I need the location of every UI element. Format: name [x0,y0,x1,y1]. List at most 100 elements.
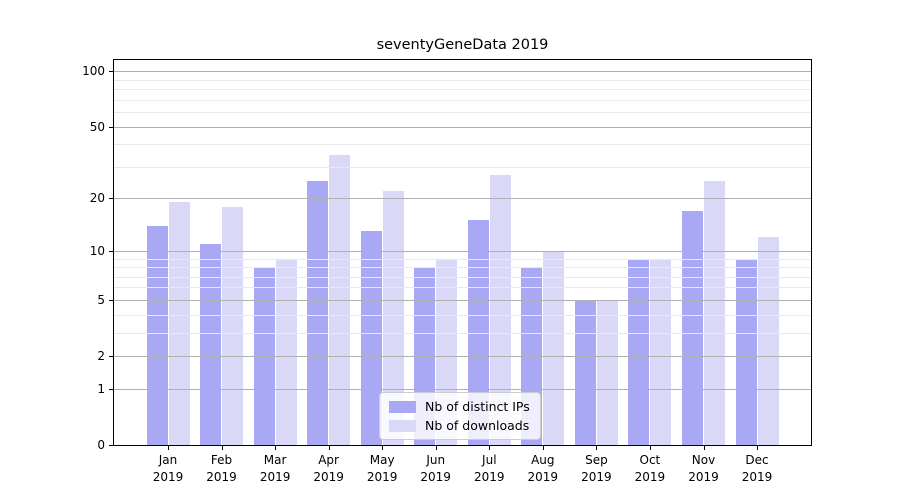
x-tick-label: Sep 2019 [564,452,628,485]
x-tick-month: Dec [745,453,769,467]
minor-gridline [114,112,811,114]
y-tick-label: 20 [89,191,105,206]
major-gridline [114,356,811,357]
x-tick-month: Sep [585,453,608,467]
y-tick-mark [109,445,113,446]
x-tick-month: Jan [158,453,178,467]
legend-swatch-downloads [389,419,416,432]
x-tick-label: Nov 2019 [672,452,736,485]
x-tick-mark [489,446,491,450]
minor-gridline [114,276,811,278]
y-tick-label: 2 [97,349,105,363]
y-tick-mark [109,299,113,301]
legend: Nb of distinct IPs Nb of downloads [379,392,541,440]
major-gridline [114,250,811,252]
bar-downloads [382,191,404,445]
y-tick-mark [109,356,113,357]
bar-downloads [650,258,672,445]
y-tick-mark [109,126,113,128]
bar-distinct-ips [574,299,596,445]
minor-gridline [114,332,811,334]
plot-area [113,59,812,446]
bar-distinct-ips [735,258,757,445]
major-gridline [114,126,811,128]
y-tick-label: 50 [89,119,105,134]
x-tick-label: Mar 2019 [243,452,307,485]
bar-downloads [757,237,779,445]
x-tick-mark [596,446,598,450]
minor-gridline [114,166,811,168]
x-tick-year: 2019 [420,469,451,484]
x-tick-mark [382,446,384,450]
major-gridline [114,71,811,73]
minor-gridline [114,258,811,260]
bar-downloads [596,299,618,445]
x-tick-year: 2019 [688,469,719,484]
y-tick-label: 1 [97,381,105,396]
major-gridline [114,198,811,200]
legend-swatch-ips [389,400,416,413]
x-tick-year: 2019 [206,469,237,484]
chart-title: seventyGeneData 2019 [376,37,549,53]
x-tick-year: 2019 [366,469,398,484]
y-tick-label: 0 [97,438,105,452]
minor-gridline [114,79,811,81]
bar-downloads [704,181,725,445]
x-tick-year: 2019 [152,469,184,484]
y-tick-label: 5 [97,292,105,307]
minor-gridline [114,89,811,91]
y-tick-label: 100 [82,64,105,79]
x-tick-mark [757,446,758,450]
x-tick-year: 2019 [634,469,666,484]
legend-item-downloads: Nb of downloads [389,418,530,433]
x-tick-label: Aug 2019 [511,452,575,485]
x-tick-month: Nov [691,453,716,467]
x-tick-mark [542,446,544,450]
x-tick-year: 2019 [474,469,505,484]
bar-distinct-ips [200,243,221,445]
minor-gridline [114,267,811,268]
x-tick-month: May [369,453,395,467]
bar-downloads [489,175,511,445]
x-tick-month: Mar [263,453,287,467]
bar-distinct-ips [307,181,329,445]
x-tick-month: Jul [482,453,497,467]
x-tick-mark [435,446,437,450]
x-tick-mark [275,446,277,450]
legend-item-distinct-ips: Nb of distinct IPs [389,399,530,414]
x-tick-mark [328,446,330,450]
bar-downloads [543,250,565,445]
bar-downloads [275,258,297,445]
x-tick-year: 2019 [527,469,559,484]
x-tick-label: Oct 2019 [618,452,682,485]
x-tick-mark [168,446,169,450]
x-tick-label: Jul 2019 [457,452,521,485]
x-tick-mark [649,446,651,450]
x-tick-label: Apr 2019 [297,452,361,485]
minor-gridline [114,314,811,316]
x-tick-mark [221,446,223,450]
x-tick-month: Aug [531,453,555,467]
minor-gridline [114,99,811,101]
x-tick-mark [703,446,705,450]
major-gridline [114,388,811,390]
x-tick-month: Jun [426,453,446,467]
minor-gridline [114,144,811,146]
x-tick-label: Dec 2019 [725,452,789,485]
legend-label-downloads: Nb of downloads [425,418,530,433]
minor-gridline [114,287,811,289]
x-tick-year: 2019 [313,469,344,484]
bar-distinct-ips [360,231,382,445]
bar-distinct-ips [682,210,703,445]
x-tick-year: 2019 [259,469,291,484]
x-tick-month: Oct [639,453,661,467]
x-tick-year: 2019 [741,469,773,484]
major-gridline [114,299,811,301]
bar-distinct-ips [628,258,650,445]
y-tick-label: 10 [89,243,105,258]
x-tick-month: Feb [210,453,233,467]
y-tick-mark [109,250,113,252]
bar-downloads [222,206,243,445]
legend-label-distinct-ips: Nb of distinct IPs [425,399,530,414]
